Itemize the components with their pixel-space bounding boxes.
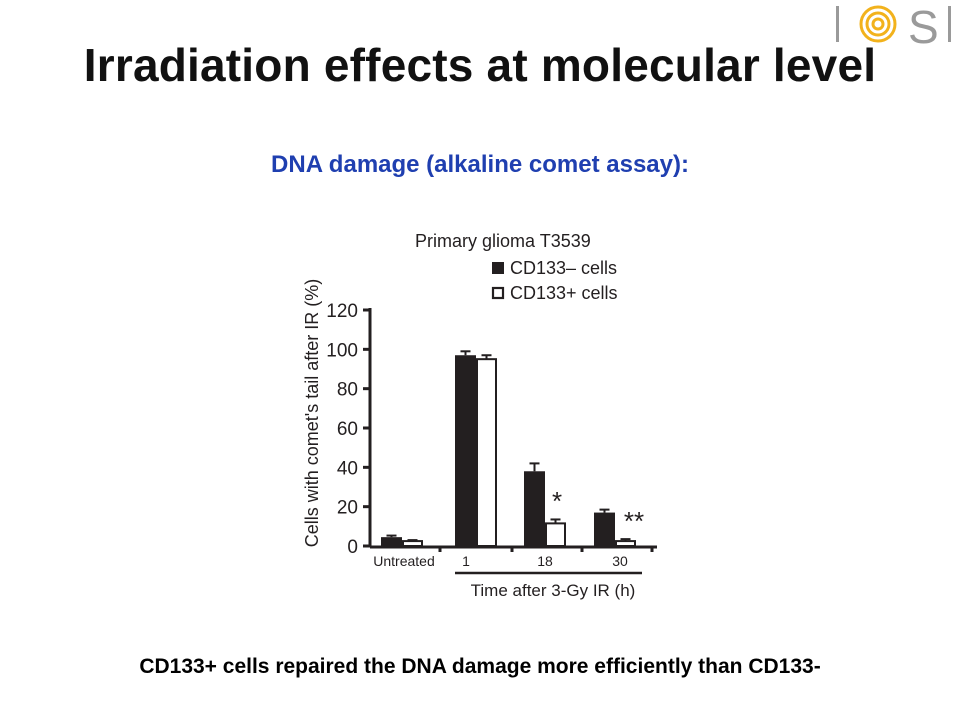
slide-title: Irradiation effects at molecular level bbox=[83, 39, 877, 91]
logo-letter-s: S bbox=[908, 1, 939, 50]
significance-marker: * bbox=[552, 486, 562, 516]
y-axis-label: Cells with comet's tail after IR (%) bbox=[302, 279, 322, 548]
iosi-logo: S bbox=[836, 1, 951, 50]
logo-sun-mark-icon bbox=[859, 5, 897, 43]
y-tick-label: 100 bbox=[326, 340, 358, 361]
x-tick-label: 30 bbox=[612, 553, 628, 569]
y-tick-label: 60 bbox=[337, 419, 358, 440]
x-axis-label: Time after 3-Gy IR (h) bbox=[471, 581, 636, 600]
bar-cd133-neg bbox=[455, 355, 476, 546]
logo-letter-i bbox=[836, 6, 839, 42]
legend-swatch-solid bbox=[492, 262, 504, 274]
slide-caption: CD133+ cells repaired the DNA damage mor… bbox=[139, 655, 821, 678]
bar-cd133-pos bbox=[545, 522, 566, 548]
chart-title: Primary glioma T3539 bbox=[415, 231, 591, 251]
x-tick-label: 18 bbox=[537, 553, 553, 569]
significance-marker: ** bbox=[624, 506, 644, 536]
y-tick-label: 0 bbox=[347, 537, 358, 558]
legend-label: CD133– cells bbox=[510, 258, 617, 278]
bar-cd133-pos bbox=[615, 540, 636, 547]
bar-cd133-pos bbox=[402, 540, 423, 547]
bar-cd133-neg bbox=[381, 537, 402, 546]
bar-cd133-neg bbox=[524, 471, 545, 546]
bar-cd133-neg bbox=[594, 512, 615, 546]
y-tick-label: 40 bbox=[337, 458, 358, 479]
legend-label: CD133+ cells bbox=[510, 283, 618, 303]
logo-letter-i2 bbox=[948, 6, 951, 42]
slide-subtitle: DNA damage (alkaline comet assay): bbox=[271, 151, 689, 178]
x-tick-label: 1 bbox=[462, 553, 470, 569]
y-tick-label: 120 bbox=[326, 301, 358, 322]
bar-cd133-pos bbox=[476, 358, 497, 547]
x-tick-label: Untreated bbox=[373, 553, 434, 569]
y-tick-label: 20 bbox=[337, 498, 358, 519]
legend-swatch-open bbox=[491, 286, 505, 300]
y-tick-label: 80 bbox=[337, 380, 358, 401]
